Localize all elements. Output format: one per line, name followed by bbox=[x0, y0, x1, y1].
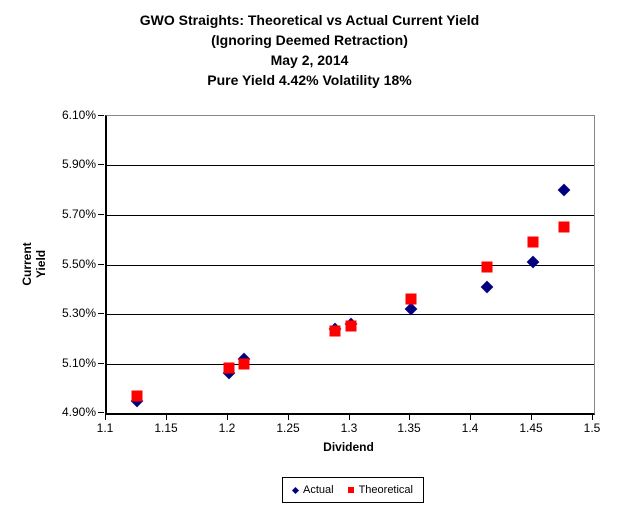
y-tick-mark bbox=[98, 412, 104, 413]
x-tick-mark bbox=[409, 414, 410, 420]
data-point-theoretical bbox=[481, 261, 493, 273]
x-tick-label: 1.45 bbox=[519, 421, 543, 435]
data-point-theoretical bbox=[131, 390, 143, 402]
chart-title-line-3: May 2, 2014 bbox=[270, 52, 349, 68]
x-tick-label: 1.25 bbox=[276, 421, 300, 435]
y-tick-label: 5.50% bbox=[61, 257, 96, 271]
y-tick-label: 6.10% bbox=[61, 108, 96, 122]
plot-area bbox=[105, 115, 595, 415]
x-tick-mark bbox=[531, 414, 532, 420]
gridline bbox=[107, 165, 594, 166]
y-tick-mark bbox=[98, 363, 104, 364]
x-tick-mark bbox=[105, 414, 106, 420]
y-tick-mark bbox=[98, 115, 104, 116]
y-tick-label: 5.30% bbox=[61, 306, 96, 320]
x-tick-mark bbox=[349, 414, 350, 420]
y-tick-mark bbox=[98, 313, 104, 314]
x-tick-label: 1.1 bbox=[96, 421, 114, 435]
y-tick-label: 5.10% bbox=[61, 356, 96, 370]
x-tick-mark bbox=[227, 414, 228, 420]
y-tick-label: 4.90% bbox=[61, 405, 96, 419]
data-point-theoretical bbox=[405, 293, 417, 305]
data-point-actual bbox=[557, 183, 570, 197]
data-point-actual bbox=[481, 280, 494, 294]
gridline bbox=[107, 265, 594, 266]
gridline bbox=[107, 215, 594, 216]
data-point-actual bbox=[526, 255, 540, 269]
x-tick-label: 1.3 bbox=[340, 421, 358, 435]
actual-diamond-icon bbox=[291, 486, 300, 494]
data-point-theoretical bbox=[238, 358, 250, 369]
x-tick-label: 1.35 bbox=[397, 421, 421, 435]
x-tick-mark bbox=[288, 414, 289, 420]
x-tick-label: 1.5 bbox=[583, 421, 601, 435]
chart-title-line-2: (Ignoring Deemed Retraction) bbox=[211, 32, 408, 48]
x-axis-title: Dividend bbox=[323, 440, 374, 454]
data-point-theoretical bbox=[527, 236, 539, 248]
legend-item-actual: Actual bbox=[291, 484, 334, 496]
y-tick-mark bbox=[98, 264, 104, 265]
y-tick-mark bbox=[98, 214, 104, 215]
x-tick-label: 1.2 bbox=[218, 421, 236, 435]
chart-title: GWO Straights: Theoretical vs Actual Cur… bbox=[0, 10, 619, 90]
chart-title-line-1: GWO Straights: Theoretical vs Actual Cur… bbox=[139, 12, 480, 28]
legend-label-theoretical: Theoretical bbox=[358, 484, 413, 496]
x-tick-mark bbox=[592, 414, 593, 420]
x-tick-mark bbox=[470, 414, 471, 420]
data-point-theoretical bbox=[329, 325, 341, 337]
x-tick-label: 1.15 bbox=[154, 421, 178, 435]
x-tick-mark bbox=[166, 414, 167, 420]
data-point-theoretical bbox=[345, 320, 356, 332]
y-tick-mark bbox=[98, 164, 104, 165]
chart-title-line-4: Pure Yield 4.42% Volatility 18% bbox=[207, 72, 412, 88]
gridline bbox=[107, 364, 594, 365]
theoretical-square-icon bbox=[347, 487, 354, 493]
y-tick-label: 5.70% bbox=[61, 207, 96, 221]
x-tick-label: 1.4 bbox=[461, 421, 479, 435]
data-point-theoretical bbox=[558, 221, 570, 233]
y-tick-label: 5.90% bbox=[61, 157, 96, 171]
legend-label-actual: Actual bbox=[303, 484, 334, 496]
legend-item-theoretical: Theoretical bbox=[347, 484, 413, 496]
data-point-theoretical bbox=[223, 362, 235, 374]
legend: Actual Theoretical bbox=[282, 477, 424, 503]
gridline bbox=[107, 314, 594, 315]
